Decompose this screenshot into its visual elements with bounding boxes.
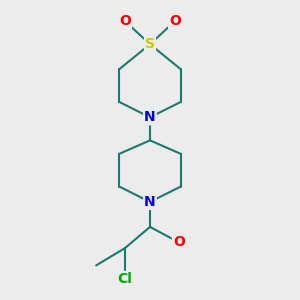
Text: O: O <box>169 14 181 28</box>
Text: O: O <box>173 235 185 249</box>
Text: S: S <box>145 37 155 51</box>
Text: N: N <box>144 195 156 209</box>
Text: N: N <box>144 110 156 124</box>
Text: O: O <box>119 14 131 28</box>
Text: Cl: Cl <box>118 272 132 286</box>
